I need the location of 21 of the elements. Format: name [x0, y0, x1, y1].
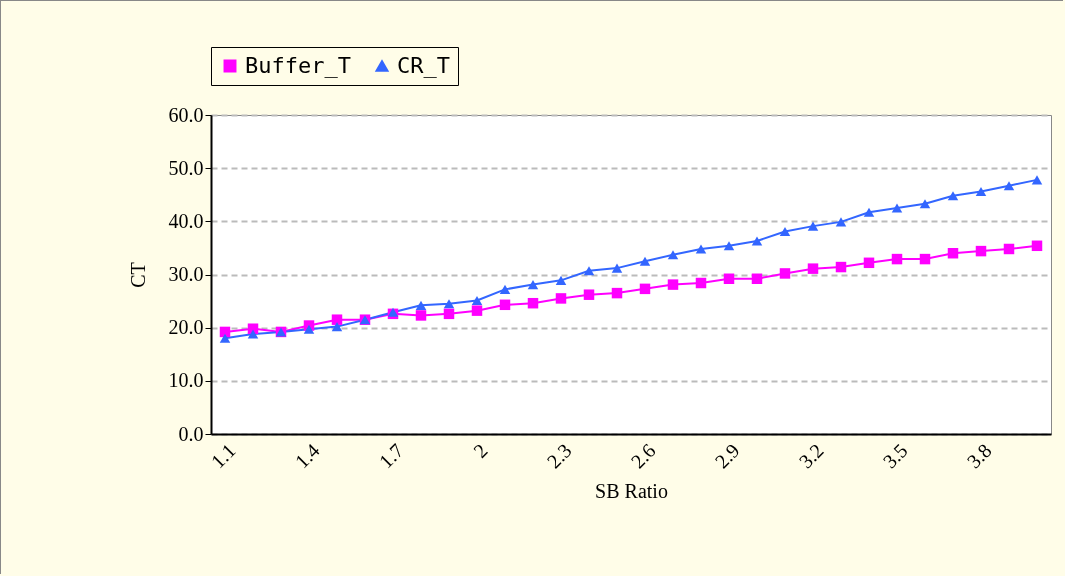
y-tick-label: 60.0	[168, 103, 204, 126]
y-tick-label: 50.0	[168, 156, 204, 179]
x-tick-label: 3.5	[878, 439, 912, 473]
y-tick-label: 0.0	[178, 422, 204, 445]
x-tick-label: 1.7	[374, 439, 408, 473]
y-tick-label: 30.0	[168, 263, 204, 285]
x-tick-label: 3.2	[794, 439, 828, 473]
x-tick-label: 2.3	[542, 439, 576, 473]
x-tick-label: 1.1	[206, 439, 240, 473]
y-tick-label: 10.0	[168, 369, 204, 392]
x-tick-label: 1.4	[290, 439, 324, 473]
legend-label: Buffer_T	[245, 53, 351, 78]
x-tick-label: 3.8	[962, 439, 996, 473]
y-axis-title: CT	[126, 262, 149, 288]
x-tick-label: 2	[469, 439, 492, 462]
y-tick-label: 40.0	[168, 209, 204, 232]
x-tick-label: 2.9	[710, 439, 744, 473]
y-tick-label: 20.0	[168, 316, 204, 339]
x-axis-title: SB Ratio	[595, 480, 668, 503]
legend-label: CR_T	[397, 53, 450, 78]
x-tick-label: 2.6	[626, 439, 660, 473]
